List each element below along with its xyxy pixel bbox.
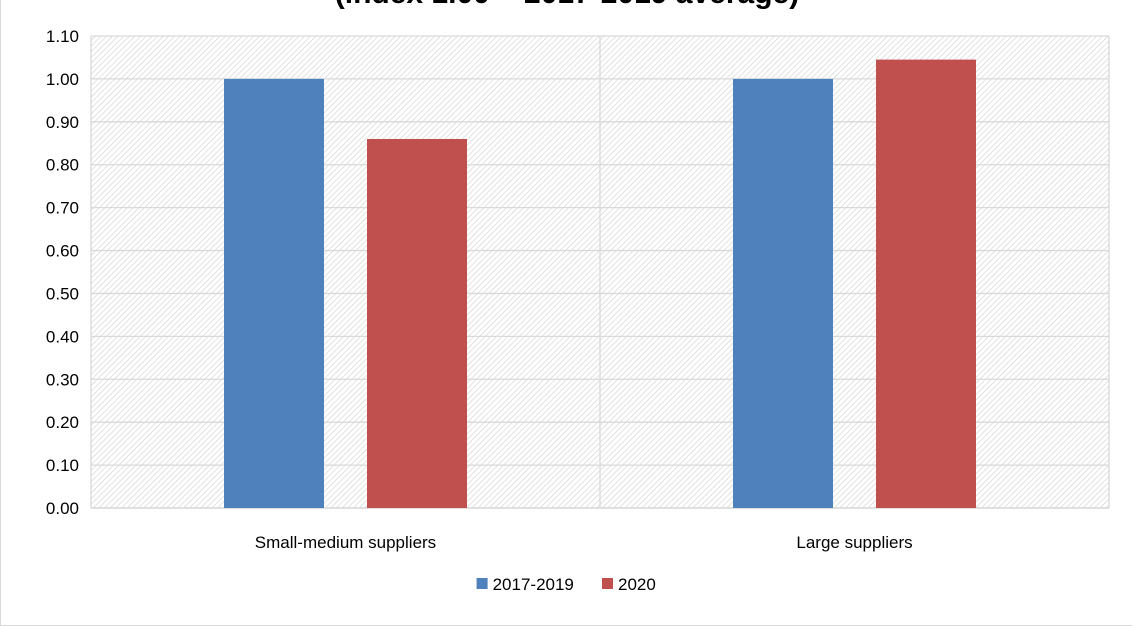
y-tick-label: 0.20 xyxy=(46,413,79,432)
y-tick-label: 1.10 xyxy=(46,27,79,46)
legend-label-1: 2020 xyxy=(618,575,656,594)
chart-title: (index 1.00 = 2017-2019 average) xyxy=(1,0,1132,12)
y-tick-label: 0.00 xyxy=(46,499,79,518)
y-tick-label: 0.30 xyxy=(46,370,79,389)
y-tick-label: 0.80 xyxy=(46,156,79,175)
y-tick-label: 0.50 xyxy=(46,284,79,303)
y-tick-label: 0.60 xyxy=(46,242,79,261)
bars xyxy=(224,59,976,508)
y-tick-label: 0.40 xyxy=(46,327,79,346)
y-tick-label: 0.10 xyxy=(46,456,79,475)
legend-swatch-1 xyxy=(602,578,613,589)
bar-baseline-0 xyxy=(224,78,324,508)
bar-current-0 xyxy=(367,138,467,508)
legend-label-0: 2017-2019 xyxy=(493,575,574,594)
category-label: Small-medium suppliers xyxy=(255,533,436,552)
y-tick-label: 0.70 xyxy=(46,199,79,218)
legend: 2017-2019 2020 xyxy=(476,575,656,594)
y-tick-label: 0.90 xyxy=(46,113,79,132)
legend-swatch-0 xyxy=(476,578,488,589)
bar-baseline-1 xyxy=(733,78,833,508)
y-tick-label: 1.00 xyxy=(46,70,79,89)
bar-current-1 xyxy=(876,59,976,508)
labels: 0.00 0.10 0.20 0.30 0.40 0.50 0.60 0.70 0.80 0.90… xyxy=(46,27,913,552)
category-label: Large suppliers xyxy=(796,533,912,552)
